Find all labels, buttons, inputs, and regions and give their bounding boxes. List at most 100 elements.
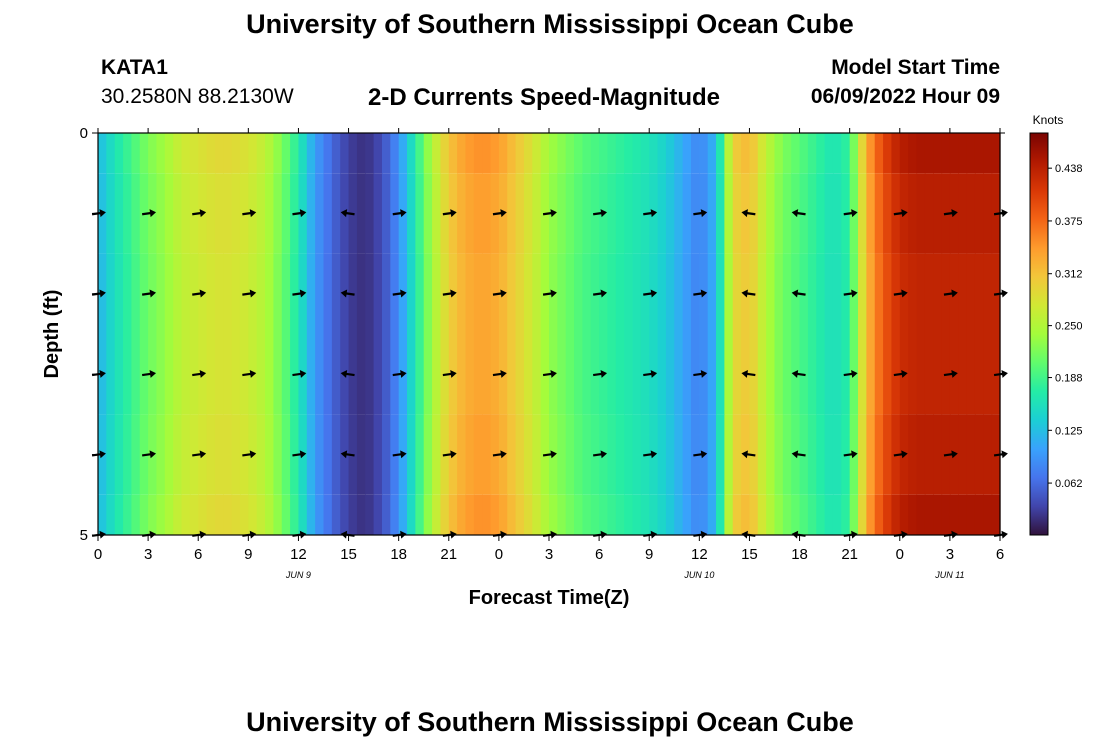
heatmap-cell — [816, 494, 826, 535]
x-tick-label: 0 — [495, 546, 503, 563]
heatmap-cell — [858, 334, 867, 415]
heatmap-cell — [106, 414, 116, 495]
heatmap-cell — [281, 334, 291, 415]
current-vector-arrow — [292, 450, 307, 459]
y-axis-label: Depth (ft) — [41, 290, 63, 379]
current-vector-arrow — [492, 209, 507, 218]
heatmap-cell — [615, 334, 625, 415]
current-vector-arrow — [392, 209, 407, 218]
heatmap-cell — [407, 334, 416, 415]
date-label: JUN 11 — [934, 570, 964, 580]
current-vector-arrow — [741, 289, 756, 298]
heatmap-cell — [373, 334, 383, 415]
heatmap-cell — [423, 334, 433, 415]
heatmap-cell — [607, 173, 617, 254]
heatmap-cell — [974, 494, 984, 535]
station-id: KATA1 — [101, 56, 168, 79]
heatmap-cell — [98, 133, 107, 174]
heatmap-cell — [265, 494, 274, 535]
current-vector-arrow — [542, 450, 557, 459]
heatmap-cell — [766, 334, 776, 415]
current-vector-arrow — [693, 289, 708, 298]
current-vector-arrow — [893, 369, 908, 378]
heatmap-cell — [624, 494, 634, 535]
heatmap-cell — [265, 414, 274, 495]
heatmap-cell — [114, 334, 124, 415]
heatmap-cell — [682, 173, 692, 254]
heatmap-cell — [991, 133, 1001, 174]
heatmap-cell — [665, 133, 675, 174]
heatmap-cell — [941, 494, 951, 535]
current-vector-arrow — [741, 369, 756, 378]
heatmap-cell — [582, 173, 592, 254]
heatmap-cell — [883, 253, 893, 334]
current-vector-arrow — [791, 450, 806, 459]
heatmap-cell — [440, 494, 450, 535]
heatmap-cell — [565, 334, 575, 415]
heatmap-cell — [356, 334, 366, 415]
current-vector-arrow — [843, 289, 858, 298]
heatmap-cell — [206, 133, 216, 174]
heatmap-cell — [381, 414, 391, 495]
colorbar-tick-label: 0.375 — [1055, 216, 1083, 228]
heatmap-cell — [574, 253, 584, 334]
current-vector-arrow — [893, 289, 908, 298]
heatmap-cell — [381, 173, 391, 254]
heatmap-cell — [98, 494, 107, 535]
heatmap-cell — [223, 133, 233, 174]
heatmap-cell — [615, 173, 625, 254]
heatmap-cell — [482, 414, 492, 495]
heatmap-cell — [507, 494, 517, 535]
heatmap-cell — [331, 414, 341, 495]
heatmap-cell — [206, 334, 216, 415]
heatmap-cell — [924, 334, 934, 415]
heatmap-cell — [265, 334, 274, 415]
current-vector-arrow — [542, 289, 557, 298]
current-vector-arrow — [392, 369, 407, 378]
heatmap-cell — [607, 253, 617, 334]
heatmap-cell — [214, 133, 224, 174]
heatmap-cell — [807, 414, 817, 495]
x-tick-label: 6 — [996, 546, 1004, 563]
heatmap-cell — [582, 253, 592, 334]
heatmap-cell — [490, 494, 500, 535]
heatmap-cell — [523, 253, 533, 334]
x-tick-label: 12 — [290, 546, 307, 563]
heatmap-cell — [674, 334, 684, 415]
heatmap-cell — [189, 133, 199, 174]
heatmap-cell — [991, 494, 1001, 535]
heatmap-cell — [557, 334, 567, 415]
current-vector-arrow — [192, 369, 207, 378]
heatmap-cell — [106, 133, 116, 174]
heatmap-cell — [323, 334, 333, 415]
heatmap-cell — [123, 173, 133, 254]
heatmap-cell — [782, 414, 792, 495]
heatmap-cell — [866, 494, 876, 535]
heatmap-cell — [173, 133, 183, 174]
heatmap-cell — [958, 334, 968, 415]
heatmap-cell — [966, 173, 976, 254]
heatmap-cell — [465, 133, 475, 174]
heatmap-cell — [106, 253, 116, 334]
heatmap-cell — [757, 494, 767, 535]
heatmap-cell — [214, 334, 224, 415]
heatmap-cell — [807, 334, 817, 415]
heatmap-cell — [766, 133, 776, 174]
heatmap-cell — [415, 173, 425, 254]
heatmap-cell — [958, 253, 968, 334]
heatmap-cell — [231, 414, 241, 495]
date-label: JUN 10 — [683, 570, 714, 580]
heatmap-cell — [832, 494, 842, 535]
heatmap-cell — [874, 133, 884, 174]
current-vector-arrow — [292, 209, 307, 218]
heatmap-cell — [306, 173, 316, 254]
heatmap-cell — [356, 414, 366, 495]
heatmap-cell — [540, 133, 550, 174]
heatmap-cell — [415, 253, 425, 334]
heatmap-cell — [265, 133, 274, 174]
heatmap-cell — [974, 414, 984, 495]
heatmap-cell — [139, 133, 149, 174]
heatmap-cell — [356, 494, 366, 535]
heatmap-cell — [707, 253, 717, 334]
heatmap-cell — [407, 133, 416, 174]
